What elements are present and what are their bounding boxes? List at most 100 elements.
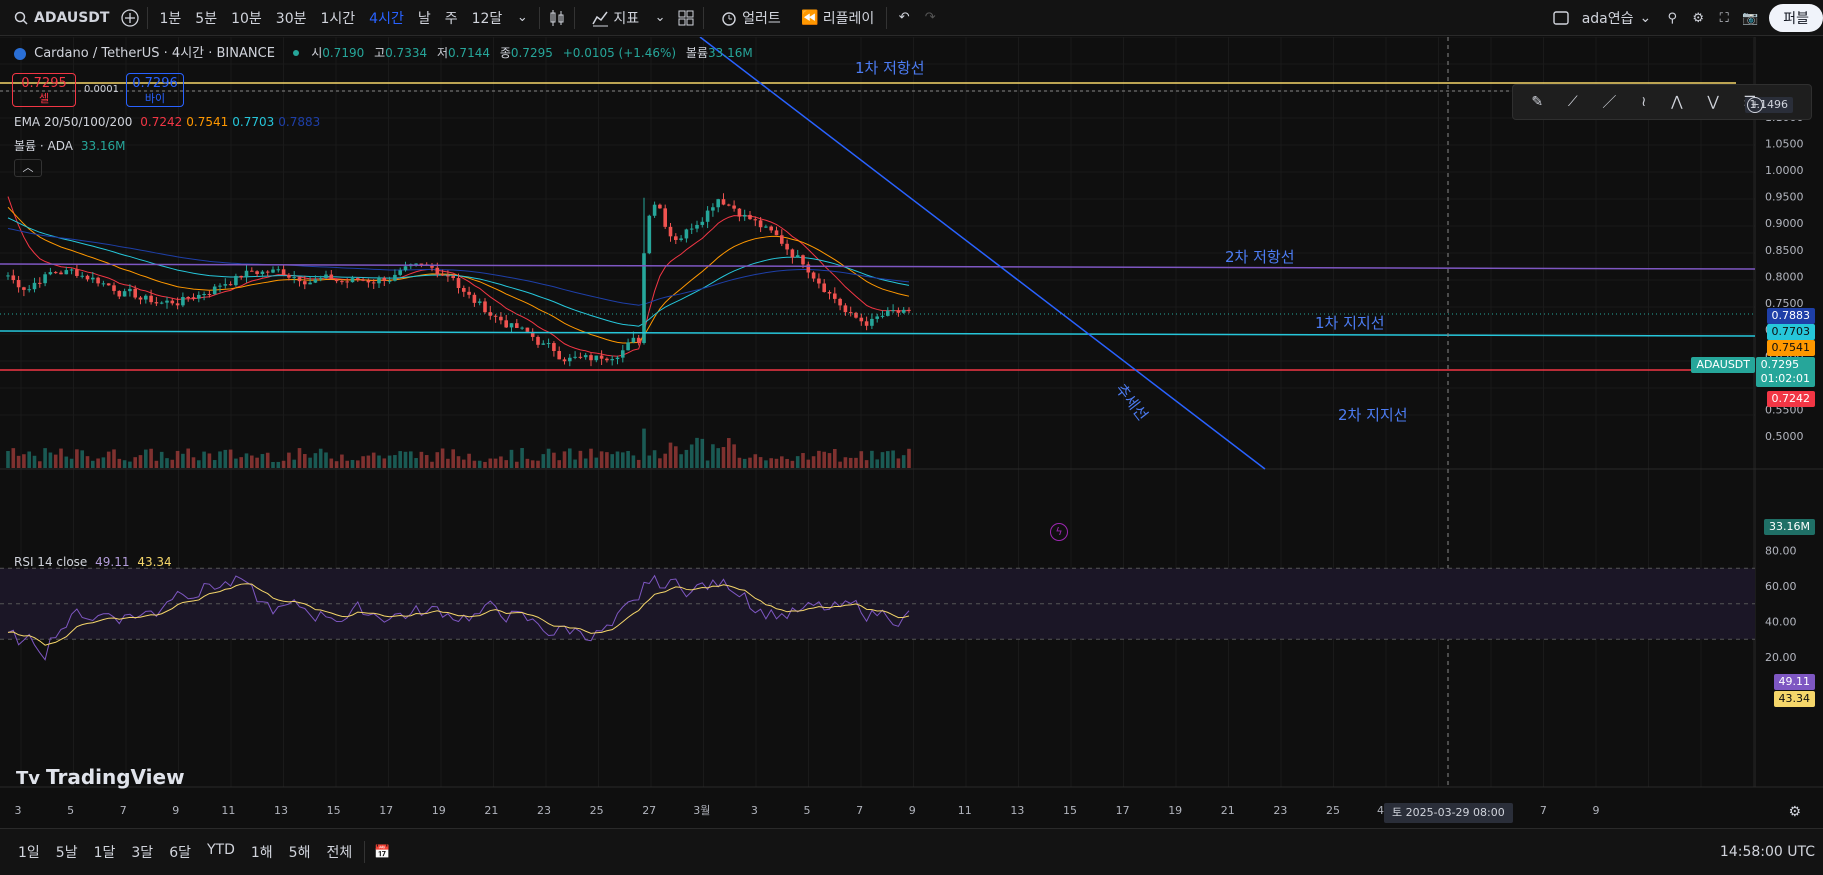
volume-bar xyxy=(636,459,641,468)
candle-body xyxy=(414,263,418,265)
clock[interactable]: 14:58:00 UTC xyxy=(1719,844,1815,860)
redo-icon[interactable]: ↷ xyxy=(924,10,936,25)
candle-body xyxy=(16,280,21,288)
candle-body xyxy=(541,343,546,345)
divider xyxy=(147,6,149,29)
brush-icon[interactable]: ✎ xyxy=(1531,94,1544,110)
indicators-button[interactable]: 지표 xyxy=(579,0,647,36)
candle-body xyxy=(536,336,540,345)
sell-button[interactable]: 0.7295 셀 xyxy=(12,73,76,107)
candle-body xyxy=(599,355,604,359)
timeframe-4[interactable]: 1시간 xyxy=(320,10,356,27)
add-symbol-icon[interactable] xyxy=(117,5,143,31)
time-tick: 15 xyxy=(1063,804,1077,817)
buy-button[interactable]: 0.7296 바이 xyxy=(126,73,184,107)
ema-legend[interactable]: EMA 20/50/100/200 0.7242 0.7541 0.7703 0.78… xyxy=(14,115,320,129)
symbol-legend: Cardano / TetherUS · 4시간 · BINANCE 시0.71… xyxy=(14,42,753,61)
layout-name-button[interactable]: ada연습 ⌄ xyxy=(1574,0,1660,36)
range-1[interactable]: 5날 xyxy=(55,845,78,861)
alert-button[interactable]: 얼러트 xyxy=(708,0,789,36)
chevron-down-icon[interactable]: ⌄ xyxy=(516,10,528,25)
candle-body xyxy=(907,309,911,311)
volume-bar xyxy=(165,458,169,468)
abc-pattern-icon[interactable]: ⋁ xyxy=(1707,94,1719,110)
pattern-icon[interactable]: ⋀ xyxy=(1671,94,1683,110)
rsi-tick: 20.00 xyxy=(1765,651,1797,664)
rsi-ma-tag: 43.34 xyxy=(1773,691,1815,707)
crosshair-add-icon[interactable]: + xyxy=(1747,97,1763,113)
quick-search-icon[interactable]: ⚲ xyxy=(1667,10,1677,26)
candle-body xyxy=(149,295,153,303)
divider xyxy=(886,6,888,29)
timeframe-1[interactable]: 5분 xyxy=(195,10,218,27)
chevron-up-icon: ︿ xyxy=(22,161,34,174)
volume-bar xyxy=(801,453,805,468)
timeframe-6[interactable]: 날 xyxy=(417,10,431,27)
timeframe-0[interactable]: 1분 xyxy=(159,10,182,27)
candle-body xyxy=(53,272,58,274)
timeframe-7[interactable]: 주 xyxy=(444,10,458,27)
volume-bar xyxy=(308,457,312,468)
horizontal-levels[interactable] xyxy=(0,36,1756,787)
time-tick: 13 xyxy=(1010,804,1024,817)
undo-icon[interactable]: ↶ xyxy=(898,10,910,25)
collapse-legend-button[interactable]: ︿ xyxy=(14,159,42,177)
camera-icon[interactable]: 📷 xyxy=(1742,10,1759,26)
volume-bar xyxy=(43,448,47,468)
lightning-icon[interactable]: ϟ xyxy=(1050,523,1068,541)
chart-canvas[interactable]: 1.10001.05001.00000.95000.90000.85000.80… xyxy=(0,36,1823,827)
candle-body xyxy=(530,331,535,337)
ray-icon[interactable]: ／ xyxy=(1602,95,1617,111)
rsi-legend[interactable]: RSI 14 close 49.11 43.34 xyxy=(14,555,172,569)
candle-body xyxy=(329,274,334,280)
candle-body xyxy=(398,270,402,275)
candle-body xyxy=(281,269,286,276)
range-3[interactable]: 3달 xyxy=(131,845,154,861)
publish-label: 퍼블 xyxy=(1783,11,1809,27)
range-6[interactable]: 1해 xyxy=(250,845,273,861)
timeframe-8[interactable]: 12달 xyxy=(471,10,503,27)
layout-box-icon[interactable] xyxy=(1548,5,1574,31)
candle-body xyxy=(647,215,652,254)
symbol-search[interactable]: ADAUSDT xyxy=(0,0,117,36)
volume-legend[interactable]: 볼륨 · ADA 33.16M xyxy=(14,137,126,154)
volume-bar xyxy=(202,451,206,468)
fullscreen-icon[interactable]: ⛶ xyxy=(1719,10,1729,26)
candle-body xyxy=(117,290,122,297)
candle-body xyxy=(806,264,811,273)
range-8[interactable]: 전체 xyxy=(326,845,353,861)
chevron-down-icon[interactable]: ⌄ xyxy=(654,10,666,25)
volume-bar xyxy=(488,458,493,468)
range-7[interactable]: 5해 xyxy=(288,845,311,861)
timeframe-3[interactable]: 30분 xyxy=(275,10,307,27)
symbol-title[interactable]: Cardano / TetherUS · 4시간 · BINANCE xyxy=(34,46,275,61)
replay-button[interactable]: ⏪ 리플레이 xyxy=(789,0,883,36)
range-4[interactable]: 6달 xyxy=(169,845,191,861)
chart-settings-icon[interactable]: ⚙ xyxy=(1788,804,1801,820)
range-0[interactable]: 1일 xyxy=(18,845,40,861)
timeframe-2[interactable]: 10분 xyxy=(231,10,262,27)
candle-body xyxy=(345,281,349,283)
publish-button[interactable]: 퍼블 xyxy=(1769,4,1823,32)
chart-area[interactable]: 1.10001.05001.00000.95000.90000.85000.80… xyxy=(0,36,1823,827)
volume-bar xyxy=(721,447,726,468)
top-right-tools: ada연습 ⌄ ⚲ ⚙ ⛶ 📷 퍼블 xyxy=(1548,0,1823,36)
volume-bar xyxy=(149,448,153,468)
ema-100-line xyxy=(7,217,910,327)
range-2[interactable]: 1달 xyxy=(93,845,116,861)
change-value: +0.0105 (+1.46%) xyxy=(562,46,677,60)
candle-body xyxy=(504,320,508,328)
volume-bar xyxy=(790,460,795,468)
trend-line-icon[interactable]: ⟋ xyxy=(1567,94,1578,110)
candle-body xyxy=(340,281,344,283)
volume-bar xyxy=(822,451,826,468)
fib-icon[interactable]: ≀ xyxy=(1641,94,1647,110)
candle-body xyxy=(112,285,116,291)
candle-style-icon[interactable] xyxy=(544,5,570,31)
timeframe-5[interactable]: 4시간 xyxy=(369,10,404,27)
settings-icon[interactable]: ⚙ xyxy=(1692,10,1705,26)
candle-body xyxy=(790,249,795,258)
calendar-range-icon[interactable]: 📅 xyxy=(374,844,391,860)
templates-icon[interactable] xyxy=(673,5,699,31)
range-5[interactable]: YTD xyxy=(206,842,235,858)
